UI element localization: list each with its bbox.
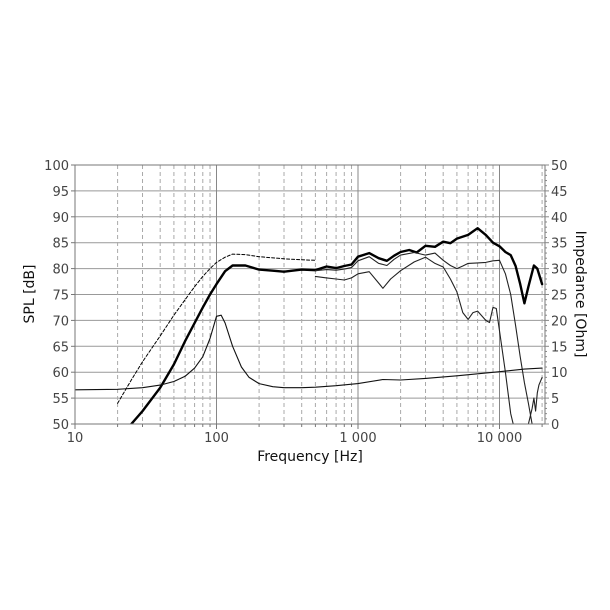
y2-tick-label: 15 [551, 340, 568, 355]
bottom-axis-ticks: 10 100 1 000 10 000 [67, 424, 543, 446]
y-tick-label: 60 [52, 366, 69, 381]
y-axis-title: SPL [dB] [22, 265, 38, 324]
y2-axis-title: Impedance [Ohm] [572, 231, 588, 358]
x-tick-label: 1 000 [339, 431, 376, 446]
y-tick-label: 55 [52, 392, 69, 407]
series-curve [130, 227, 544, 424]
series-curve [527, 376, 543, 424]
y-tick-label: 100 [44, 159, 69, 174]
y2-tick-label: 45 [551, 185, 568, 200]
x-tick-label: 10 [67, 431, 84, 446]
y2-tick-label: 40 [551, 211, 568, 226]
y-tick-label: 50 [52, 418, 69, 433]
grid [75, 165, 545, 424]
series-curve [117, 253, 316, 404]
y2-tick-label: 25 [551, 289, 568, 304]
series-curve [314, 251, 533, 424]
x-axis-title: Frequency [Hz] [257, 449, 363, 465]
y-tick-label: 75 [52, 289, 69, 304]
y2-tick-label: 35 [551, 237, 568, 252]
series-curve [75, 314, 543, 391]
y2-tick-label: 50 [551, 159, 568, 174]
y-tick-label: 65 [52, 340, 69, 355]
series-curve [314, 256, 514, 424]
y2-tick-label: 20 [551, 314, 568, 329]
right-axis-ticks: 0 5 10 15 20 25 30 35 40 45 50 [545, 159, 568, 433]
y2-tick-label: 10 [551, 366, 568, 381]
y-tick-label: 95 [52, 185, 69, 200]
x-tick-label: 10 000 [477, 431, 523, 446]
y2-tick-label: 0 [551, 418, 559, 433]
y2-tick-label: 30 [551, 263, 568, 278]
left-axis-ticks: 50 55 60 65 70 75 80 85 90 95 100 [44, 159, 75, 433]
y-tick-label: 85 [52, 237, 69, 252]
y-tick-label: 70 [52, 314, 69, 329]
y-tick-label: 90 [52, 211, 69, 226]
y2-tick-label: 5 [551, 392, 559, 407]
curves [75, 227, 544, 424]
y-tick-label: 80 [52, 263, 69, 278]
x-tick-label: 100 [204, 431, 229, 446]
